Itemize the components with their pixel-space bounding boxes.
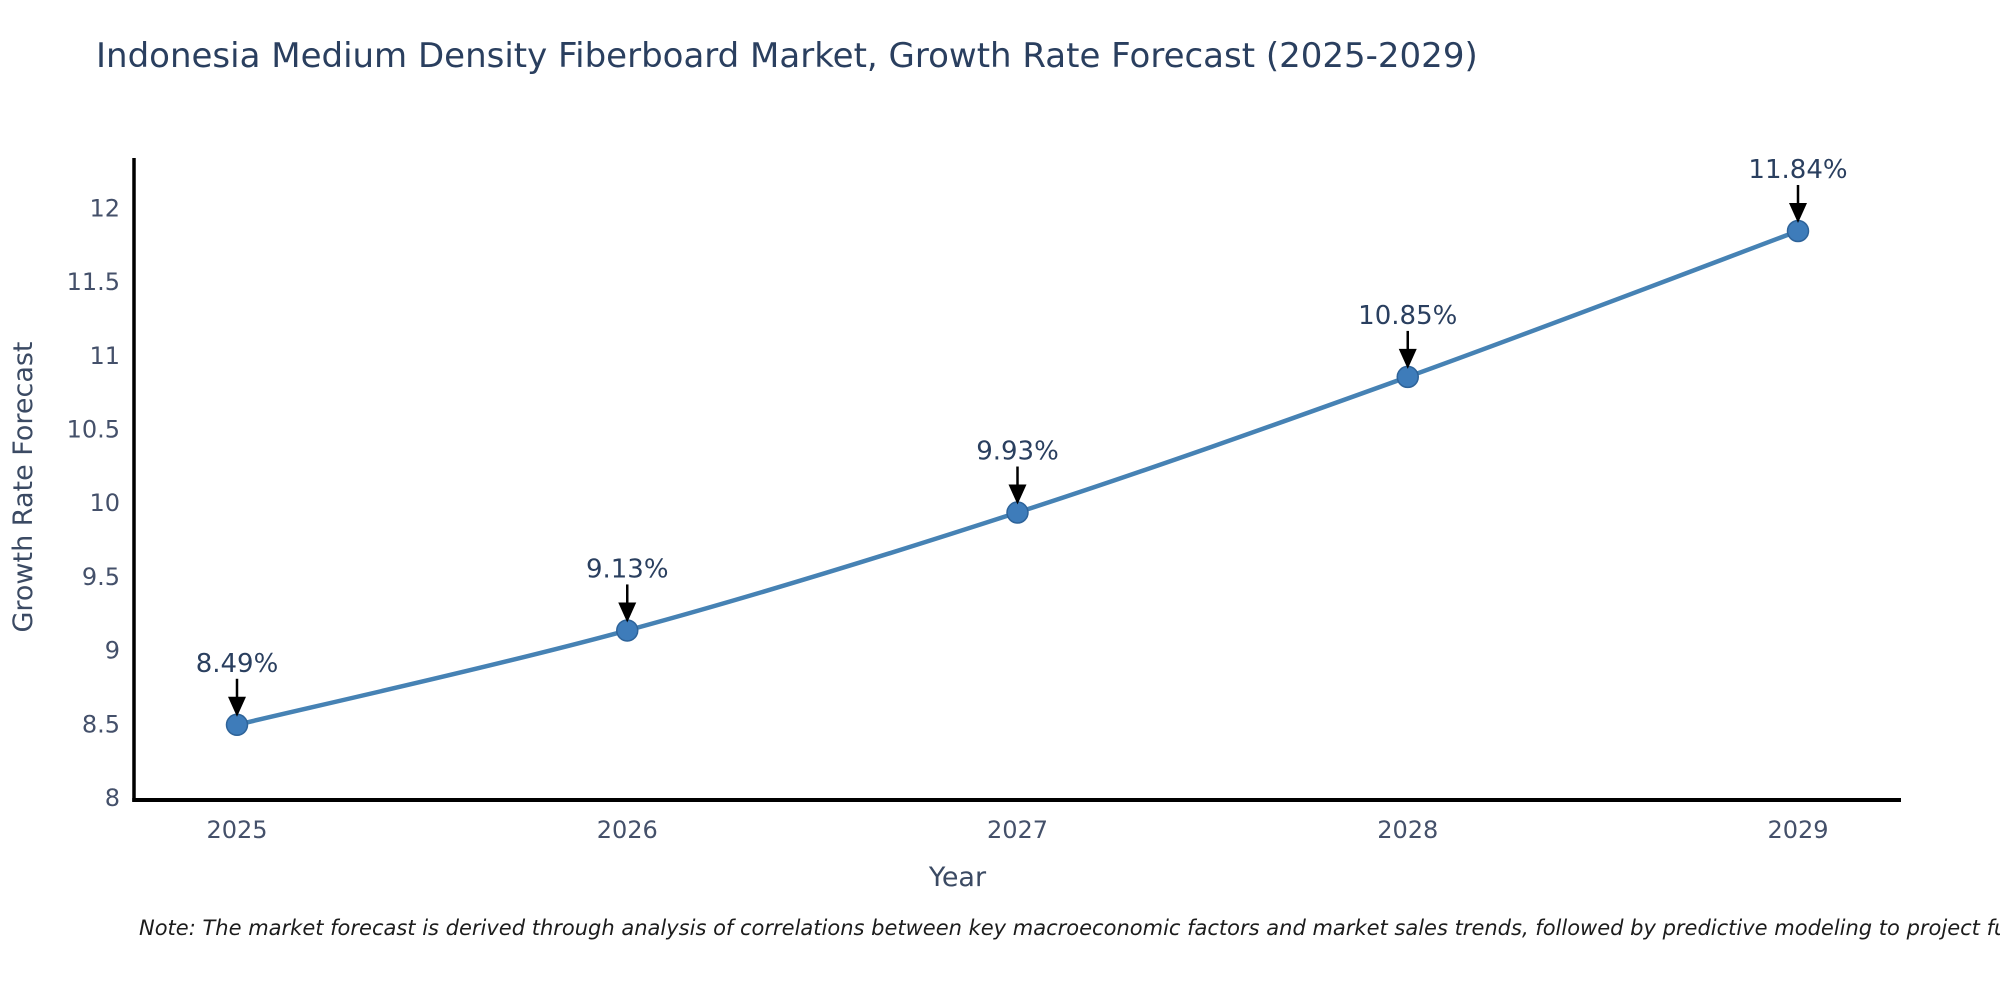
annotation-arrow-head xyxy=(1789,202,1807,223)
annotation-arrow-head xyxy=(228,696,246,717)
y-tick-label: 9 xyxy=(105,637,120,665)
chart-title: Indonesia Medium Density Fiberboard Mark… xyxy=(96,36,1478,76)
data-point xyxy=(616,619,639,642)
footnote: Note: The market forecast is derived thr… xyxy=(139,916,2000,940)
x-tick-label: 2028 xyxy=(1377,816,1438,844)
data-point xyxy=(1396,365,1419,389)
point-annotation-label: 9.93% xyxy=(976,437,1059,467)
x-tick-label: 2029 xyxy=(1767,816,1828,844)
x-tick-label: 2025 xyxy=(206,816,267,844)
data-point xyxy=(1786,219,1810,243)
annotation-arrow-head xyxy=(1008,484,1027,505)
x-tick-label: 2027 xyxy=(987,816,1048,844)
data-point xyxy=(225,713,249,737)
y-tick-label: 10 xyxy=(89,489,120,517)
y-tick-label: 8 xyxy=(105,784,120,812)
data-point xyxy=(1006,501,1029,524)
annotation-arrow-head xyxy=(1398,348,1417,369)
y-tick-label: 11.5 xyxy=(67,268,120,296)
annotation-arrow-head xyxy=(618,602,637,623)
y-tick-label: 9.5 xyxy=(82,563,120,591)
y-tick-label: 10.5 xyxy=(67,416,120,444)
point-annotation-label: 9.13% xyxy=(586,554,669,584)
y-axis-title: Growth Rate Forecast xyxy=(8,341,39,632)
x-axis-title: Year xyxy=(928,862,987,893)
point-annotation-label: 8.49% xyxy=(196,649,279,679)
point-annotation-label: 11.84% xyxy=(1748,155,1847,185)
point-annotation-label: 10.85% xyxy=(1358,301,1457,331)
y-tick-label: 11 xyxy=(89,342,120,370)
y-tick-label: 8.5 xyxy=(82,710,120,738)
y-tick-label: 12 xyxy=(89,194,120,222)
x-tick-label: 2026 xyxy=(597,816,658,844)
